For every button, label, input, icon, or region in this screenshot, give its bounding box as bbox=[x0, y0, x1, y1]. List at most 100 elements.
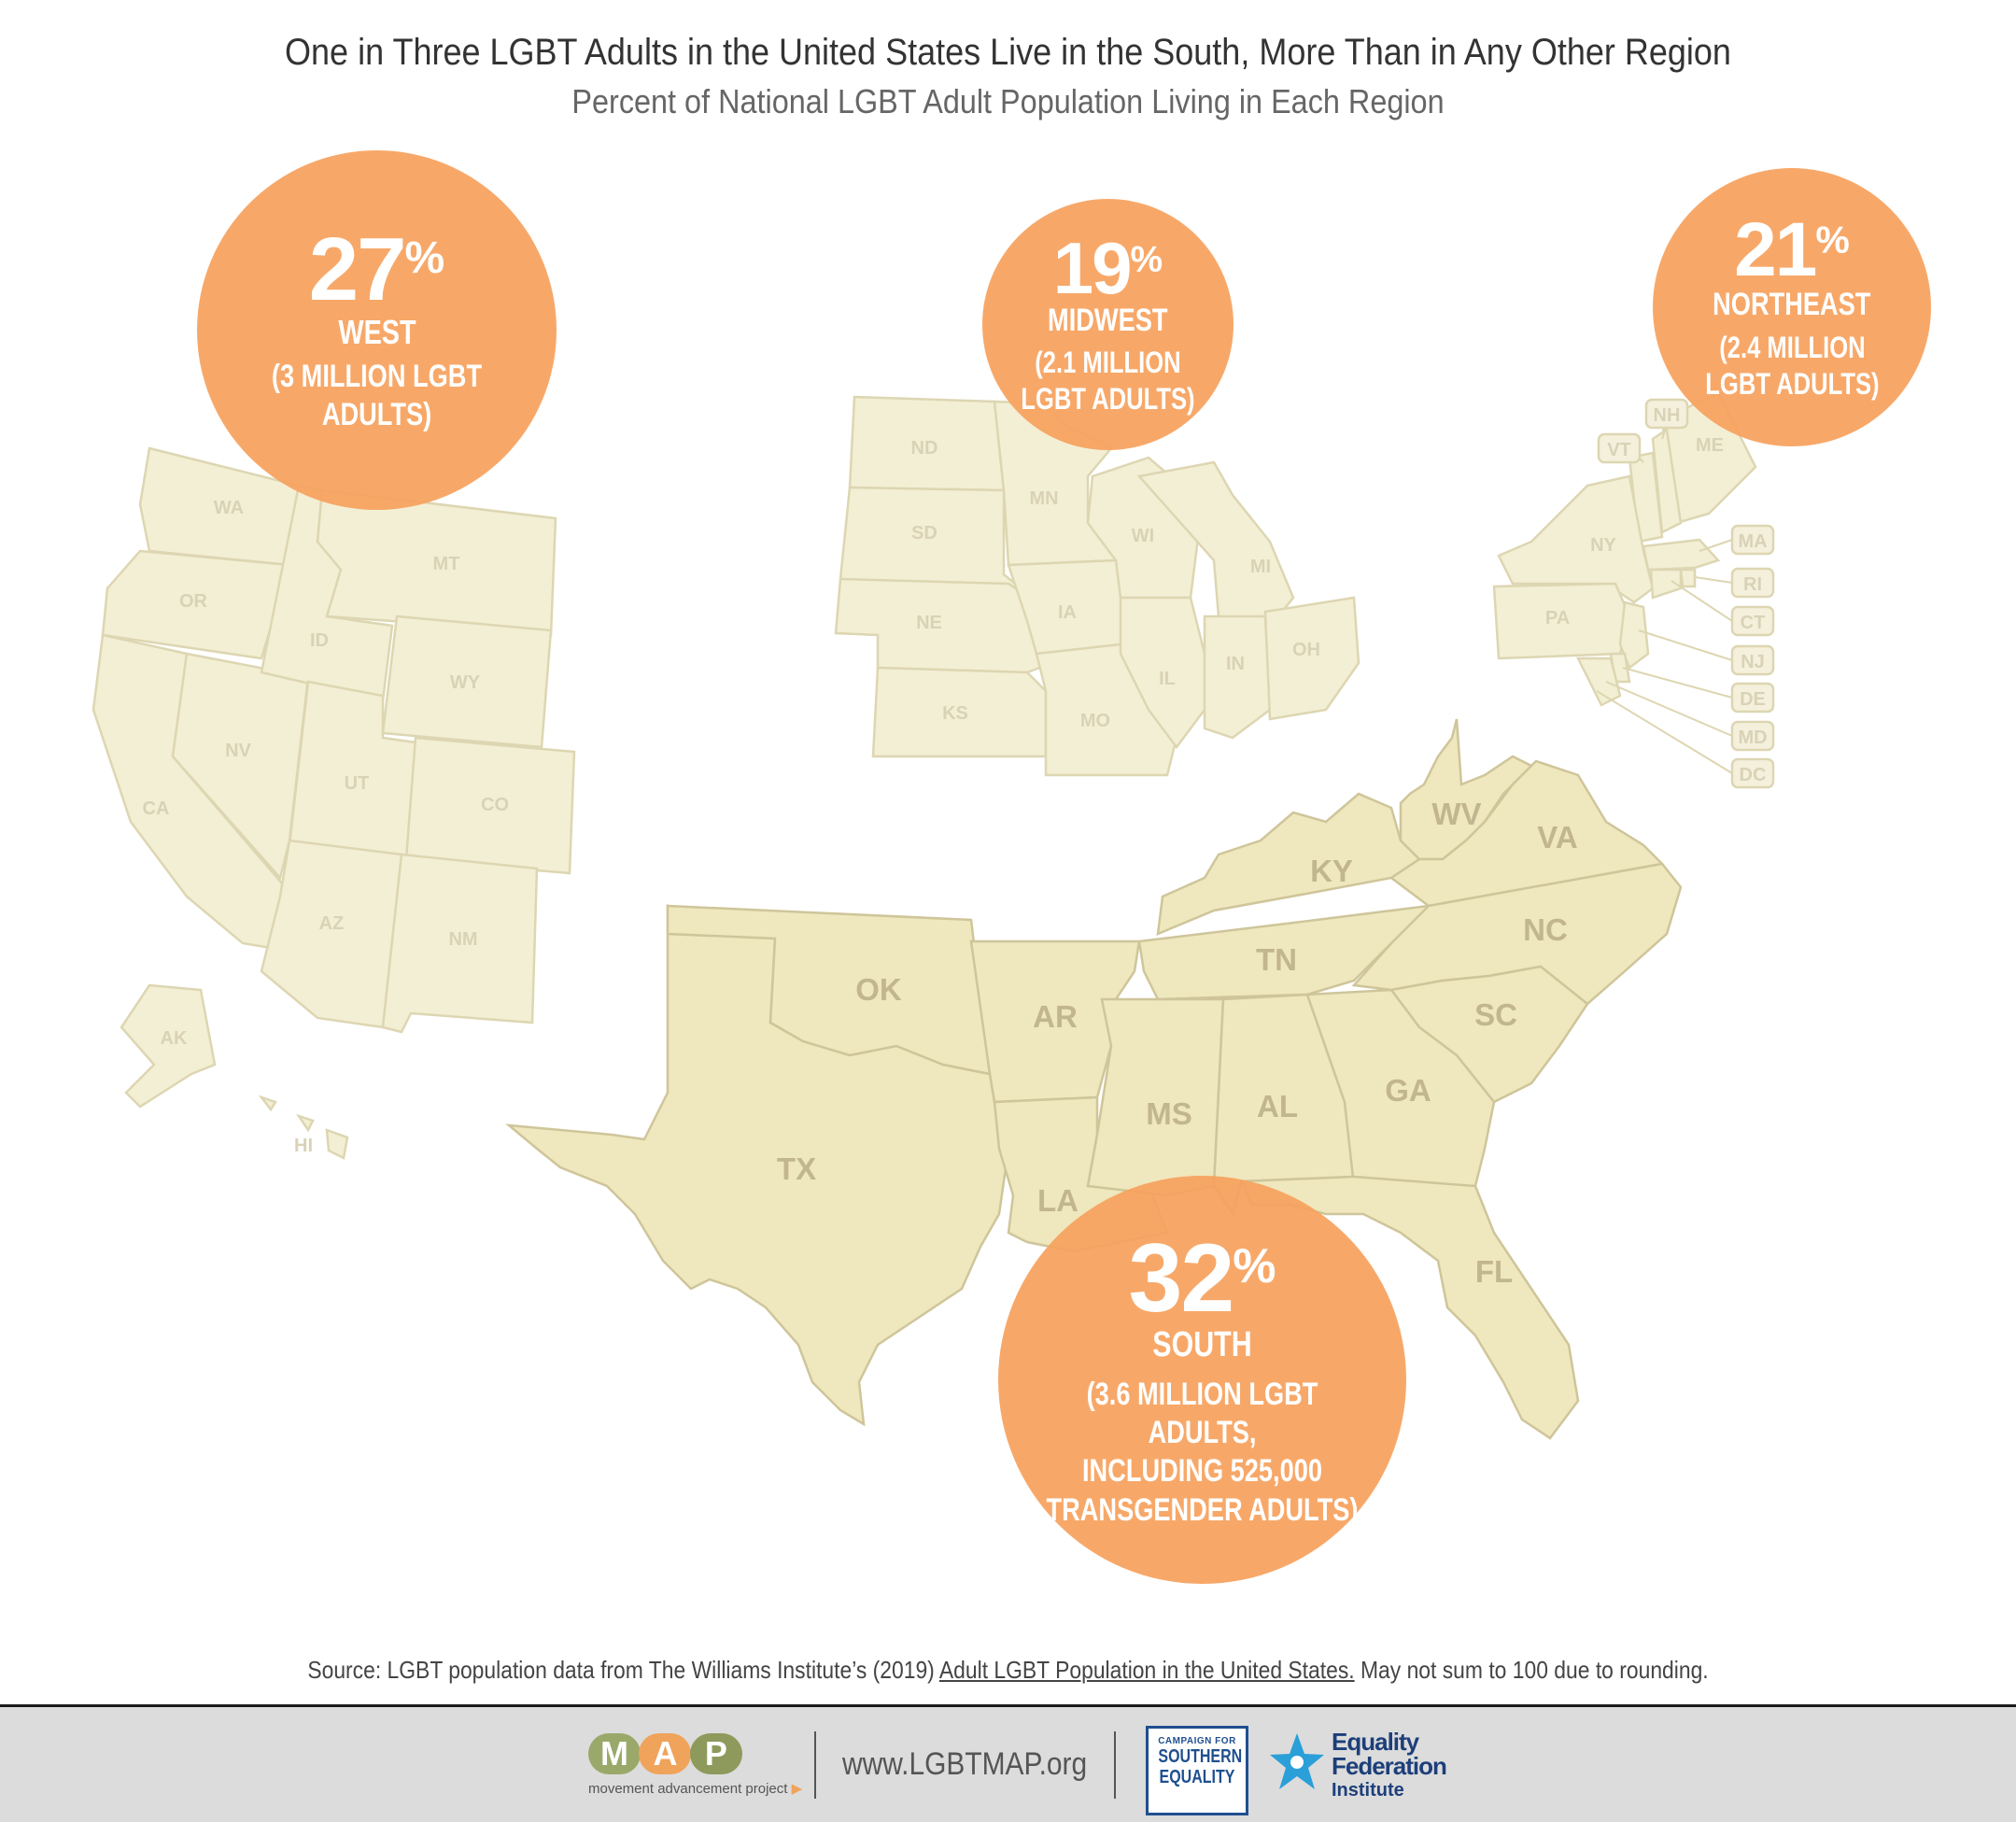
efi-line-1: Equality bbox=[1332, 1728, 1419, 1756]
midwest-percent: 19 bbox=[1052, 226, 1133, 309]
south-state-labels: TX OK AR LA MS AL TN KY WV VA NC SC GA F… bbox=[777, 797, 1578, 1289]
footer-divider-2 bbox=[1114, 1731, 1116, 1799]
state-RI bbox=[1679, 568, 1697, 588]
state-KY bbox=[1156, 792, 1421, 936]
label-CO: CO bbox=[481, 795, 509, 815]
footer-divider-1 bbox=[814, 1731, 816, 1799]
label-NJ: NJ bbox=[1741, 652, 1765, 672]
midwest-percent-sign: % bbox=[1130, 239, 1163, 280]
map-logo-letter-m: M bbox=[588, 1733, 641, 1774]
state-TN bbox=[1137, 890, 1453, 1001]
state-FL bbox=[1240, 1175, 1580, 1440]
label-NY: NY bbox=[1590, 535, 1616, 556]
midwest-state-labels: ND SD NE KS MN IA MO WI IL MI IN OH bbox=[911, 438, 1320, 731]
campaign-southern-equality-logo[interactable]: CAMPAIGN FOR SOUTHERN EQUALITY bbox=[1146, 1726, 1248, 1815]
label-LA: LA bbox=[1037, 1183, 1078, 1218]
label-WY: WY bbox=[450, 672, 481, 693]
state-OH bbox=[1263, 596, 1360, 721]
label-DE: DE bbox=[1740, 689, 1766, 710]
label-SD: SD bbox=[911, 523, 938, 544]
west-percent-sign: % bbox=[404, 233, 445, 284]
label-KS: KS bbox=[942, 703, 968, 724]
south-name: SOUTH bbox=[1152, 1324, 1252, 1364]
south-percent-sign: % bbox=[1233, 1238, 1276, 1293]
label-MN: MN bbox=[1029, 488, 1058, 509]
label-WA: WA bbox=[214, 498, 244, 518]
state-MA bbox=[1642, 538, 1721, 572]
state-CT bbox=[1649, 568, 1683, 600]
label-MI: MI bbox=[1250, 557, 1271, 577]
south-circle: 32% SOUTH (3.6 MILLION LGBT ADULTS, INCL… bbox=[998, 1176, 1406, 1584]
map-logo-letter-p: P bbox=[689, 1733, 742, 1774]
label-MT: MT bbox=[433, 554, 460, 574]
efi-line-3: Institute bbox=[1332, 1780, 1404, 1801]
label-WI: WI bbox=[1132, 526, 1154, 546]
label-MO: MO bbox=[1080, 711, 1110, 731]
label-WV: WV bbox=[1431, 797, 1481, 831]
northeast-circle: 21% NORTHEAST (2.4 MILLION LGBT ADULTS) bbox=[1653, 168, 1931, 446]
south-percent: 32 bbox=[1128, 1223, 1235, 1333]
label-NE: NE bbox=[916, 613, 942, 633]
label-AR: AR bbox=[1033, 999, 1078, 1034]
state-MT bbox=[316, 488, 557, 637]
label-CT: CT bbox=[1741, 613, 1766, 633]
label-ID: ID bbox=[310, 630, 329, 651]
label-CA: CA bbox=[143, 798, 170, 819]
label-KY: KY bbox=[1310, 854, 1353, 888]
source-link[interactable]: Adult LGBT Population in the United Stat… bbox=[938, 1656, 1355, 1684]
callout-box-DC bbox=[1730, 757, 1775, 789]
callout-box-CT bbox=[1730, 605, 1775, 637]
label-IN: IN bbox=[1226, 654, 1245, 674]
state-IN bbox=[1203, 614, 1272, 740]
south-region-shapes bbox=[505, 718, 1683, 1440]
label-NM: NM bbox=[448, 929, 477, 950]
northeast-percent-sign: % bbox=[1815, 218, 1850, 261]
label-OK: OK bbox=[855, 972, 902, 1007]
label-AK: AK bbox=[161, 1028, 188, 1049]
label-NV: NV bbox=[225, 741, 251, 761]
state-WY bbox=[381, 614, 553, 749]
label-VA: VA bbox=[1537, 820, 1577, 855]
website-link[interactable]: www.LGBTMAP.org bbox=[842, 1746, 1088, 1782]
south-count: (3.6 MILLION LGBT ADULTS, INCLUDING 525,… bbox=[1046, 1376, 1359, 1528]
west-percent: 27 bbox=[308, 219, 407, 320]
label-MA: MA bbox=[1738, 531, 1767, 552]
state-NJ bbox=[1618, 600, 1650, 670]
label-OR: OR bbox=[179, 591, 208, 612]
northeast-percent: 21 bbox=[1734, 207, 1817, 293]
west-circle: 27% WEST (3 MILLION LGBT ADULTS) bbox=[197, 150, 557, 510]
label-OH: OH bbox=[1292, 640, 1320, 660]
equality-federation-logo[interactable]: Equality Federation Institute bbox=[1268, 1730, 1447, 1804]
source-note: Source: LGBT population data from The Wi… bbox=[121, 1656, 1896, 1685]
label-DC: DC bbox=[1740, 765, 1767, 785]
label-IA: IA bbox=[1058, 602, 1077, 623]
state-OR bbox=[101, 549, 291, 660]
northeast-state-labels: ME NY PA bbox=[1545, 435, 1724, 629]
label-NC: NC bbox=[1523, 912, 1568, 947]
source-prefix: Source: LGBT population data from The Wi… bbox=[307, 1656, 939, 1684]
label-MD: MD bbox=[1738, 727, 1767, 748]
map-logo-tagline: movement advancement project bbox=[588, 1781, 788, 1797]
west-name: WEST bbox=[337, 313, 416, 352]
callout-box-MA bbox=[1730, 524, 1775, 556]
label-AZ: AZ bbox=[319, 913, 345, 934]
label-AL: AL bbox=[1257, 1089, 1298, 1123]
callout-box-NH bbox=[1644, 398, 1689, 430]
star-icon bbox=[1270, 1733, 1324, 1789]
callout-box-MD bbox=[1730, 720, 1775, 752]
label-UT: UT bbox=[345, 773, 370, 794]
midwest-count: (2.1 MILLION LGBT ADULTS) bbox=[1021, 346, 1195, 417]
map-logo[interactable]: M A P movement advancement project ▶ bbox=[588, 1733, 802, 1797]
state-GA bbox=[1305, 988, 1496, 1188]
label-IL: IL bbox=[1159, 669, 1176, 689]
label-NH: NH bbox=[1654, 405, 1681, 426]
callout-box-DE bbox=[1730, 682, 1775, 713]
state-AK bbox=[120, 983, 217, 1109]
label-FL: FL bbox=[1475, 1254, 1513, 1289]
source-suffix: May not sum to 100 due to rounding. bbox=[1354, 1656, 1709, 1684]
play-arrow-icon: ▶ bbox=[791, 1781, 803, 1797]
northeast-count: (2.4 MILLION LGBT ADULTS) bbox=[1704, 330, 1880, 401]
label-GA: GA bbox=[1385, 1073, 1431, 1108]
label-VT: VT bbox=[1607, 440, 1631, 460]
label-TN: TN bbox=[1256, 942, 1297, 977]
